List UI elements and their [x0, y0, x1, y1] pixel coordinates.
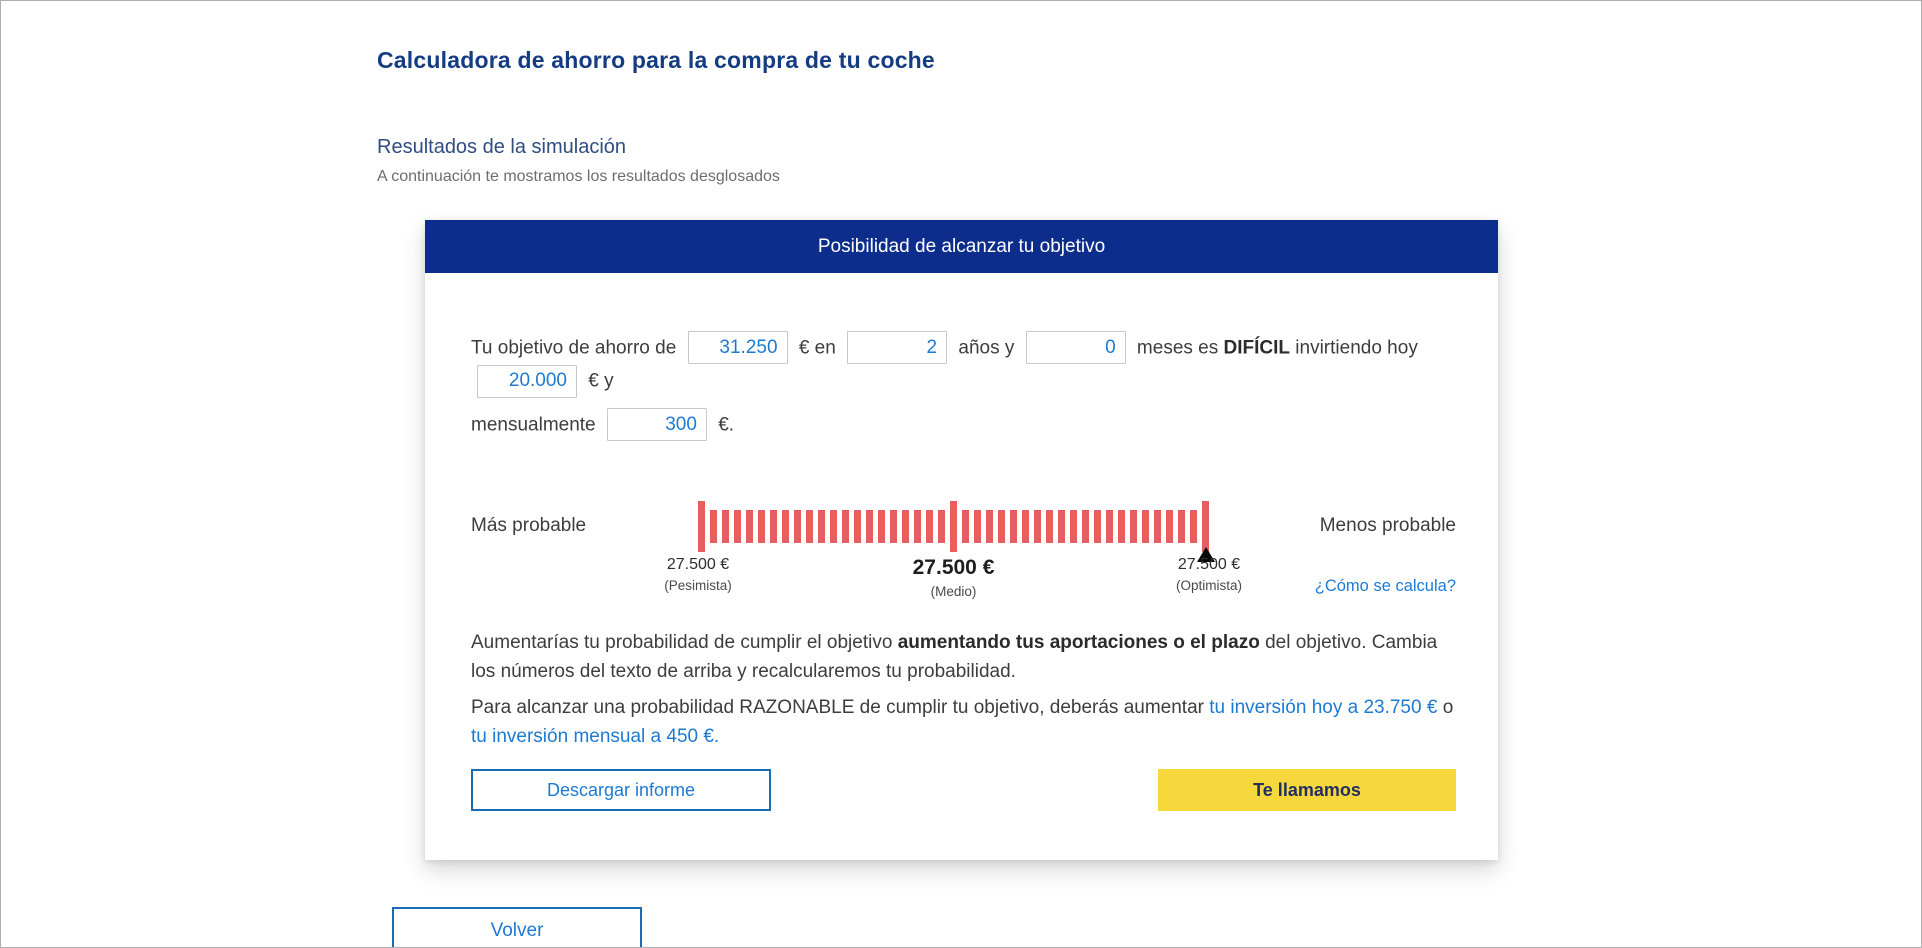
probability-tick [986, 509, 993, 543]
monthly-investment-input[interactable] [606, 408, 707, 442]
probability-tick [890, 509, 897, 543]
probability-tick [1070, 509, 1077, 543]
card-header: Posibilidad de alcanzar tu objetivo [425, 220, 1498, 273]
probability-tick [950, 500, 957, 552]
months-input[interactable] [1025, 331, 1126, 365]
card-buttons-row: Descargar informe Te llamamos [471, 769, 1456, 812]
probability-tick [1190, 509, 1197, 543]
scenario-pessimistic: 27.500 € (Pesimista) [664, 556, 732, 593]
probability-tick [698, 500, 705, 552]
download-report-button[interactable]: Descargar informe [471, 769, 771, 812]
probability-tick [1178, 509, 1185, 543]
card-header-title: Posibilidad de alcanzar tu objetivo [817, 235, 1106, 257]
sentence-text: €. [718, 414, 735, 436]
probability-tick [842, 509, 849, 543]
probability-tick [1202, 500, 1209, 552]
results-section-subtitle: A continuación te mostramos los resultad… [377, 168, 780, 185]
probability-tick [962, 509, 969, 543]
pessimistic-label: (Pesimista) [664, 577, 732, 593]
probability-tick [722, 509, 729, 543]
back-row: Volver [392, 907, 1921, 947]
sentence-text: Tu objetivo de ahorro de [471, 337, 677, 359]
back-button[interactable]: Volver [392, 907, 642, 947]
sentence-text: años y [958, 337, 1015, 359]
less-probable-label: Menos probable [1319, 515, 1456, 537]
probability-tick [866, 509, 873, 543]
results-section-title: Resultados de la simulación [377, 136, 627, 158]
medium-value: 27.500 € [912, 555, 995, 579]
more-probable-label: Más probable [471, 515, 587, 537]
reasonable-text: o [1437, 697, 1454, 719]
probability-tick [854, 509, 861, 543]
probability-tick [998, 509, 1005, 543]
probability-tick [1046, 509, 1053, 543]
goal-sentence-line1: Tu objetivo de ahorro de € en años y mes… [471, 331, 1456, 398]
probability-tick [1058, 509, 1065, 543]
probability-tick [902, 509, 909, 543]
probability-tick [746, 509, 753, 543]
probability-tick [1022, 509, 1029, 543]
years-input[interactable] [847, 331, 948, 365]
sentence-text: invirtiendo hoy [1295, 337, 1418, 359]
probability-tick [770, 509, 777, 543]
probability-tick [758, 509, 765, 543]
probability-tick [710, 509, 717, 543]
sentence-text: meses es [1136, 337, 1219, 359]
pessimistic-value: 27.500 € [666, 555, 730, 573]
probability-tick [806, 509, 813, 543]
initial-investment-input[interactable] [477, 364, 577, 398]
probability-tick [1106, 509, 1113, 543]
reasonable-text: Para alcanzar una probabilidad RAZONABLE… [471, 697, 1210, 719]
card-body: Tu objetivo de ahorro de € en años y mes… [425, 273, 1498, 860]
probability-card: Posibilidad de alcanzar tu objetivo Tu o… [425, 220, 1498, 861]
probability-tick [794, 509, 801, 543]
probability-tick [1166, 509, 1173, 543]
reasonable-paragraph: Para alcanzar una probabilidad RAZONABLE… [471, 694, 1456, 751]
scenario-medium: 27.500 € (Medio) [913, 556, 995, 599]
sentence-text: mensualmente [471, 414, 596, 436]
probability-tick [830, 509, 837, 543]
page-title: Calculadora de ahorro para la compra de … [377, 47, 935, 73]
probability-bar-wrap: 27.500 € (Pesimista) 27.500 € (Medio) 27… [664, 500, 1242, 599]
probability-section: Más probable 27.500 € (Pesimista) 27.500… [471, 481, 1456, 599]
increase-monthly-investment-link[interactable]: tu inversión mensual a 450 €. [471, 725, 720, 747]
call-me-button[interactable]: Te llamamos [1158, 769, 1456, 812]
medium-label: (Medio) [930, 583, 977, 599]
probability-tick [938, 509, 945, 543]
probability-tick [926, 509, 933, 543]
increase-today-investment-link[interactable]: tu inversión hoy a 23.750 € [1209, 697, 1438, 719]
probability-tick [914, 509, 921, 543]
sentence-text: € en [798, 337, 836, 359]
probability-tick [1094, 509, 1101, 543]
scenario-optimistic: 27.500 € (Optimista) [1176, 556, 1242, 593]
advice-bold-text: aumentando tus aportaciones o el plazo [897, 632, 1260, 654]
probability-bar [698, 500, 1209, 552]
goal-amount-input[interactable] [687, 331, 788, 365]
probability-tick [974, 509, 981, 543]
how-row: ¿Cómo se calcula? [471, 575, 1456, 597]
optimistic-marker-icon [1197, 546, 1215, 562]
probability-tick [1010, 509, 1017, 543]
sentence-text: € y [588, 370, 614, 392]
probability-tick [782, 509, 789, 543]
how-is-calculated-link[interactable]: ¿Cómo se calcula? [1314, 577, 1456, 596]
probability-tick [1118, 509, 1125, 543]
difficulty-label: DIFÍCIL [1223, 337, 1291, 359]
probability-tick [1142, 509, 1149, 543]
goal-sentence-line2: mensualmente €. [471, 408, 1456, 442]
probability-tick [1082, 509, 1089, 543]
probability-tick [1130, 509, 1137, 543]
probability-tick [1154, 509, 1161, 543]
optimistic-value: 27.500 € [1177, 555, 1241, 573]
advice-text: Aumentarías tu probabilidad de cumplir e… [471, 632, 898, 654]
probability-tick [818, 509, 825, 543]
probability-tick [734, 509, 741, 543]
probability-tick [878, 509, 885, 543]
optimistic-label: (Optimista) [1175, 577, 1243, 593]
advice-text: del objetivo. Cambia los números del tex… [471, 632, 1438, 682]
advice-paragraph: Aumentarías tu probabilidad de cumplir e… [471, 629, 1456, 686]
probability-tick [1034, 509, 1041, 543]
